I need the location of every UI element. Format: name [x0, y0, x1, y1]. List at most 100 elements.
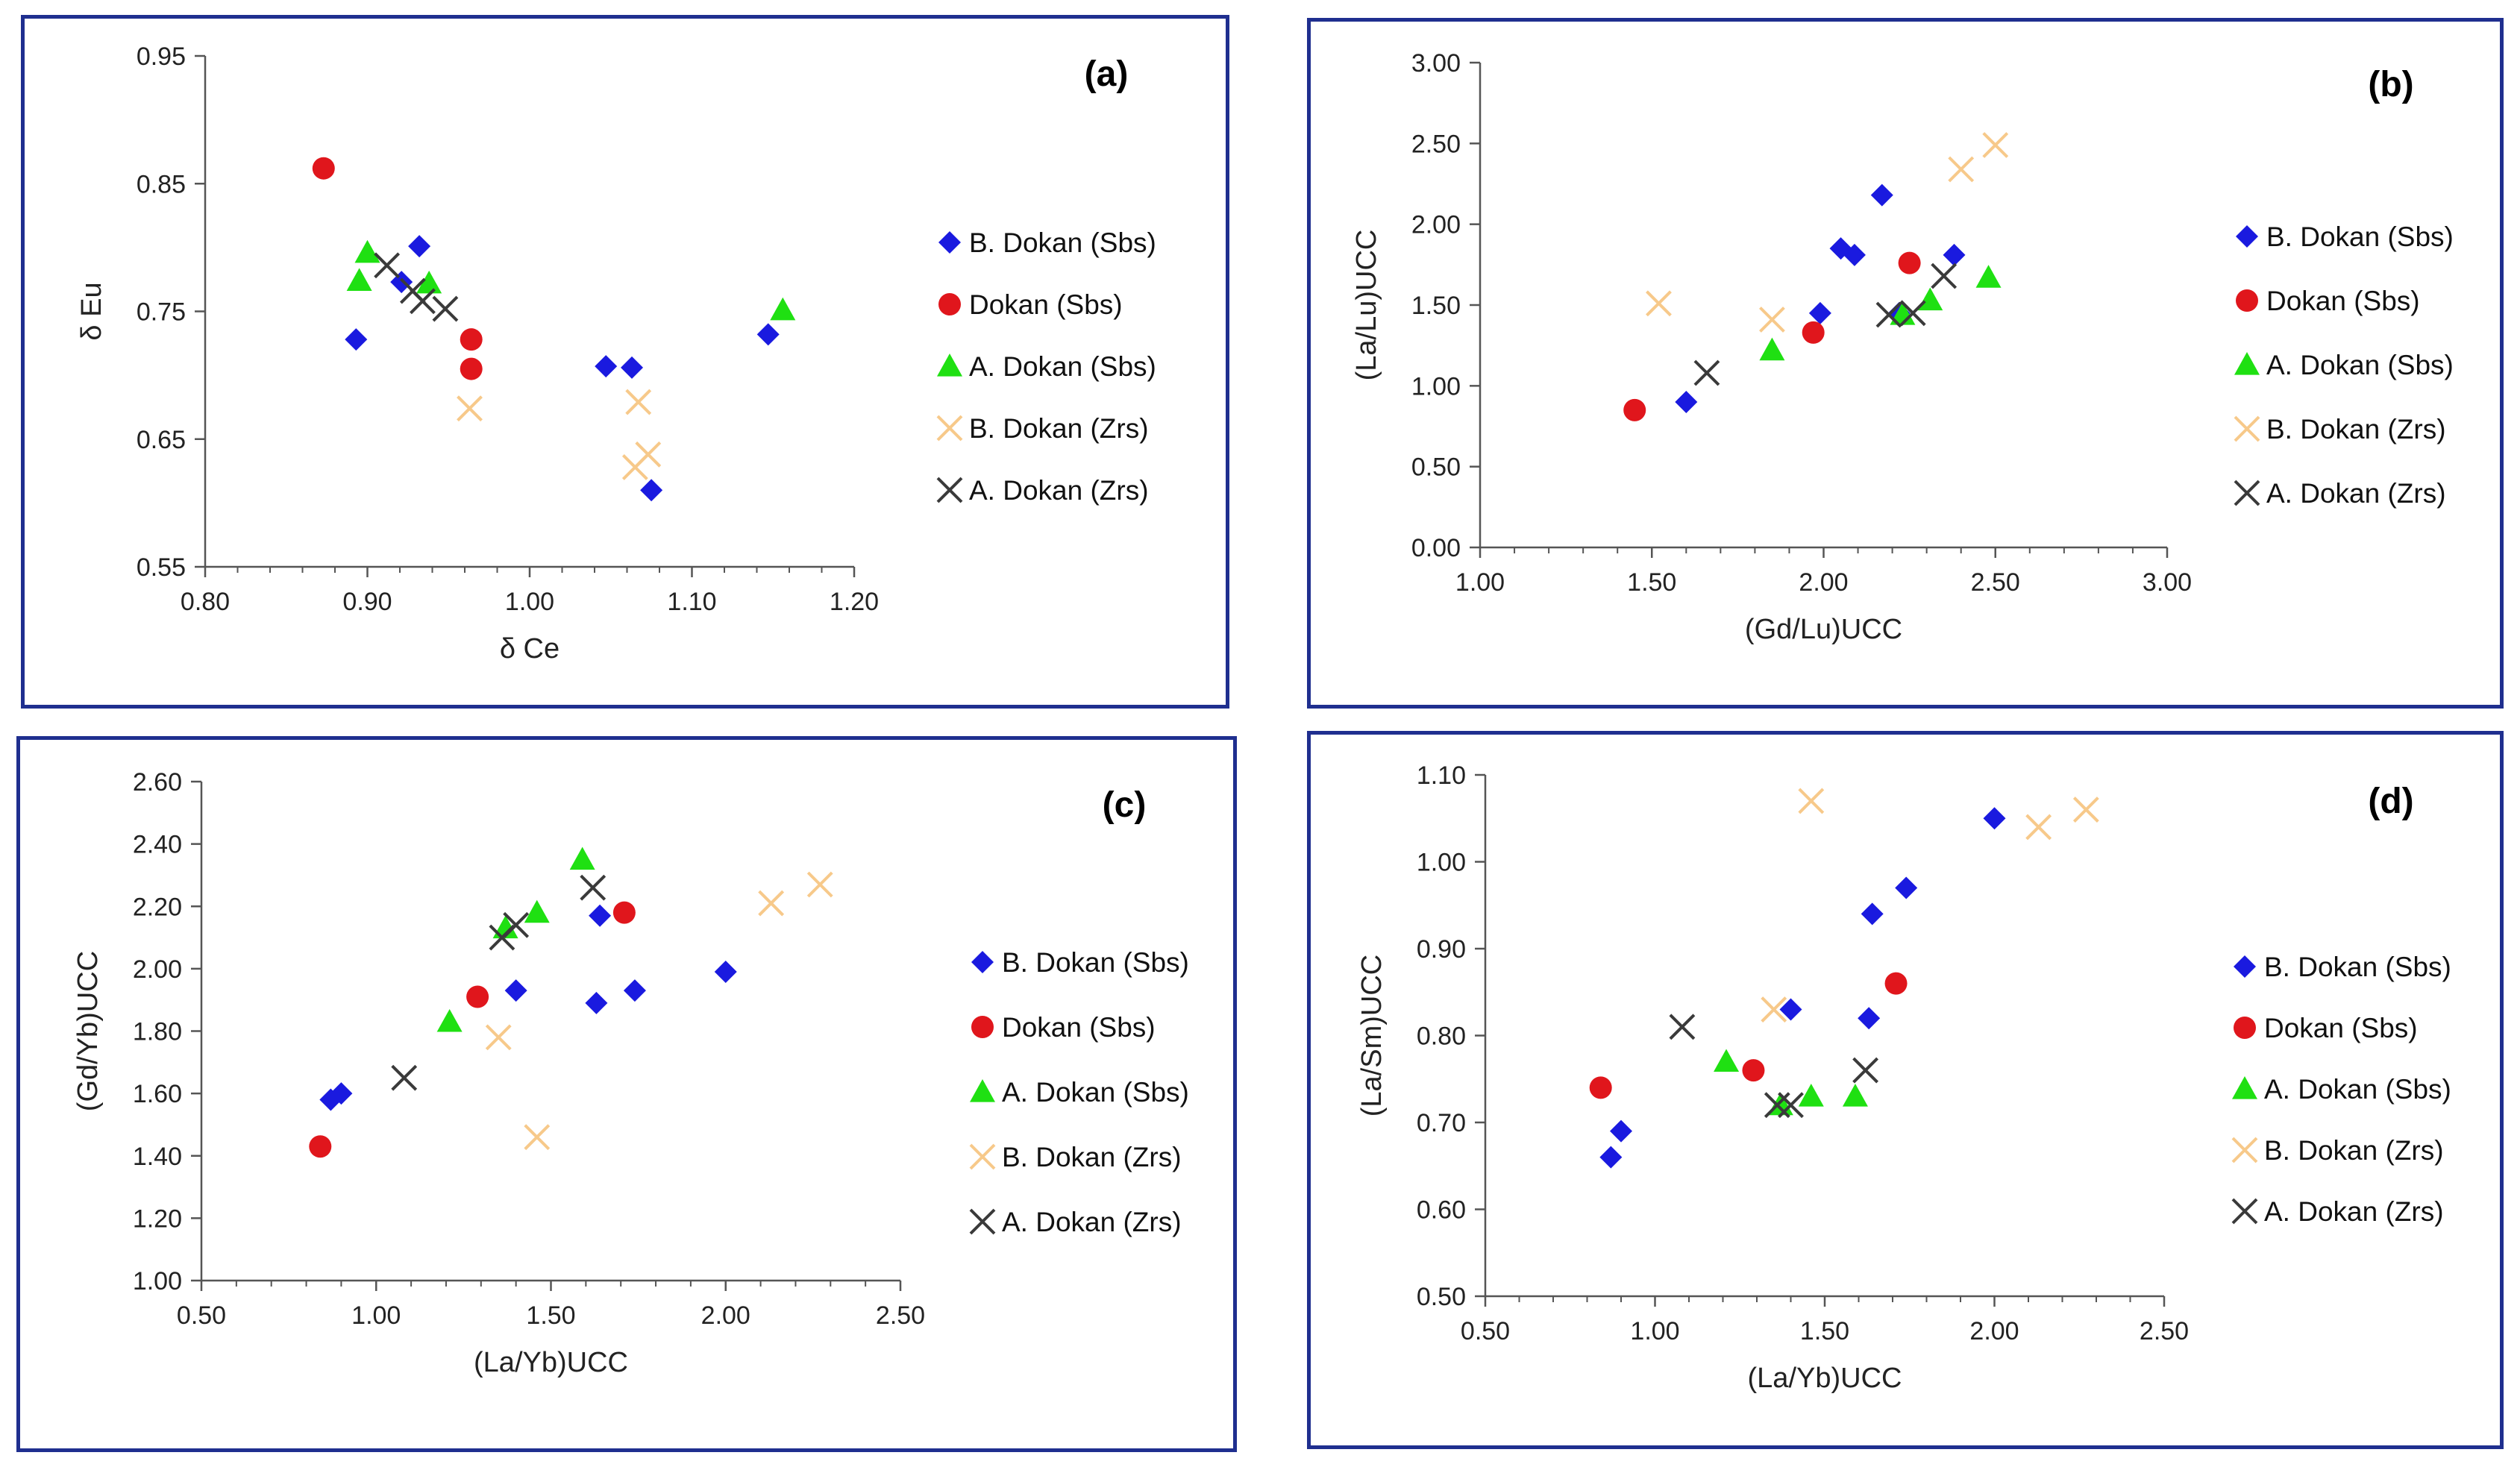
scatter-chart-c: 0.50 1.00 1.50 2.00 2.50 1.00 1.20 1.40 1.60 1.80…	[72, 768, 1189, 1378]
series-group	[1759, 265, 2002, 361]
legend-marker	[2234, 1017, 2256, 1039]
x-tick-label: 0.50	[1461, 1317, 1510, 1345]
data-point	[1917, 287, 1943, 311]
legend-entry: B. Dokan (Sbs)	[2266, 222, 2454, 252]
data-point	[1759, 307, 1785, 333]
x-tick-label: 0.80	[181, 588, 230, 616]
data-point	[1610, 1119, 1632, 1143]
series-group	[1589, 972, 1908, 1099]
legend-entry: A. Dokan (Zrs)	[969, 475, 1149, 506]
data-point	[2025, 814, 2052, 841]
legend-marker	[971, 1016, 994, 1038]
legend-entry: Dokan (Sbs)	[2266, 286, 2420, 316]
y-tick-label: 1.60	[133, 1080, 182, 1108]
data-point	[330, 1082, 353, 1105]
data-point	[1675, 391, 1698, 413]
data-point	[312, 157, 335, 180]
legend-entry: B. Dokan (Zrs)	[969, 413, 1149, 444]
data-point	[1623, 398, 1646, 421]
panel-label: (d)	[2368, 782, 2413, 821]
data-point	[432, 295, 459, 322]
series-group	[1675, 183, 1966, 413]
series-group	[1669, 1014, 1879, 1119]
data-point	[595, 355, 618, 378]
data-point	[1778, 1092, 1804, 1119]
legend-entry: A. Dokan (Zrs)	[1002, 1207, 1182, 1237]
panel-label: (a)	[1085, 54, 1129, 94]
data-point	[1589, 1076, 1612, 1099]
data-point	[309, 1135, 332, 1158]
legend-entry: A. Dokan (Sbs)	[969, 351, 1156, 382]
y-tick-label: 2.00	[133, 955, 182, 984]
data-point	[1975, 265, 2002, 288]
data-point	[436, 1008, 463, 1032]
data-point	[770, 297, 796, 321]
scatter-chart-a: 0.80 0.90 1.00 1.10 1.20 0.55 0.65 0.75 0.85 0.95…	[76, 43, 1156, 665]
legend-marker	[2231, 1137, 2258, 1163]
legend-entry: A. Dokan (Zrs)	[2264, 1196, 2444, 1227]
series-group	[312, 157, 483, 380]
legend-entry: A. Dokan (Sbs)	[2266, 350, 2454, 380]
data-point	[1899, 300, 1926, 327]
data-point	[1898, 251, 1921, 274]
chart-panel-b: 1.00 1.50 2.00 2.50 3.00 0.00 0.50 1.00 1.50 2.00…	[1307, 18, 2504, 709]
legend-marker	[2231, 1198, 2258, 1225]
x-tick-label: 2.00	[701, 1301, 750, 1330]
legend-entry: B. Dokan (Sbs)	[1002, 947, 1189, 978]
y-axis-title: (La/Lu)UCC	[1351, 230, 1382, 381]
y-tick-label: 1.50	[1411, 292, 1461, 320]
y-tick-label: 2.20	[133, 893, 182, 921]
chart-panel-a: 0.80 0.90 1.00 1.10 1.20 0.55 0.65 0.75 0.85 0.95…	[21, 15, 1229, 709]
x-tick-label: 1.50	[526, 1301, 575, 1330]
data-point	[524, 1124, 551, 1151]
legend-marker	[2234, 352, 2260, 375]
data-point	[1764, 1092, 1790, 1119]
y-tick-label: 1.20	[133, 1204, 182, 1233]
data-point	[504, 979, 527, 1002]
data-point	[1669, 1014, 1696, 1040]
data-point	[1759, 337, 1785, 361]
series-group	[346, 239, 796, 321]
legend-entry: A. Dokan (Zrs)	[2266, 478, 2446, 509]
chart-panel-c: 0.50 1.00 1.50 2.00 2.50 1.00 1.20 1.40 1.60 1.80…	[16, 736, 1237, 1452]
series-group	[309, 901, 636, 1158]
data-point	[1943, 243, 1966, 266]
data-point	[1858, 1007, 1881, 1030]
x-tick-label: 1.00	[1455, 568, 1505, 597]
y-axis-title: δ Eu	[76, 282, 107, 340]
data-point	[1842, 1084, 1868, 1107]
data-point	[569, 846, 595, 870]
data-point	[1798, 1084, 1824, 1107]
x-tick-label: 1.50	[1800, 1317, 1849, 1345]
legend-entry: B. Dokan (Sbs)	[969, 227, 1156, 258]
y-tick-label: 3.00	[1411, 49, 1461, 78]
x-tick-label: 1.00	[351, 1301, 401, 1330]
data-point	[416, 270, 442, 294]
data-point	[1802, 321, 1825, 344]
data-point	[625, 389, 652, 415]
scatter-chart-b: 1.00 1.50 2.00 2.50 3.00 0.00 0.50 1.00 1.50 2.00…	[1351, 49, 2454, 645]
data-point	[1761, 996, 1787, 1023]
legend-entry: Dokan (Sbs)	[1002, 1012, 1156, 1043]
legend-marker	[970, 1079, 995, 1102]
y-tick-label: 0.70	[1417, 1109, 1466, 1137]
y-axis-title: (Gd/Yb)UCC	[72, 951, 104, 1111]
x-tick-label: 2.50	[876, 1301, 925, 1330]
x-tick-label: 1.10	[667, 588, 716, 616]
legend-entry: B. Dokan (Zrs)	[2266, 414, 2446, 445]
data-point	[714, 961, 737, 984]
scatter-chart-d: 0.50 1.00 1.50 2.00 2.50 0.50 0.60 0.70 0.80 0.90…	[1356, 761, 2451, 1394]
data-point	[1742, 1059, 1765, 1082]
series-group	[319, 904, 737, 1111]
y-tick-label: 0.50	[1417, 1283, 1466, 1311]
data-point	[1779, 998, 1802, 1021]
y-axis-title: (La/Sm)UCC	[1356, 955, 1388, 1116]
y-tick-label: 0.60	[1417, 1196, 1466, 1225]
x-axis-title: (Gd/Lu)UCC	[1745, 614, 1902, 645]
data-point	[457, 395, 483, 422]
legend-entry: B. Dokan (Zrs)	[2264, 1135, 2444, 1166]
x-tick-label: 1.20	[830, 588, 879, 616]
y-tick-label: 1.80	[133, 1018, 182, 1046]
series-group	[1761, 788, 2099, 1023]
legend-marker	[936, 415, 963, 442]
